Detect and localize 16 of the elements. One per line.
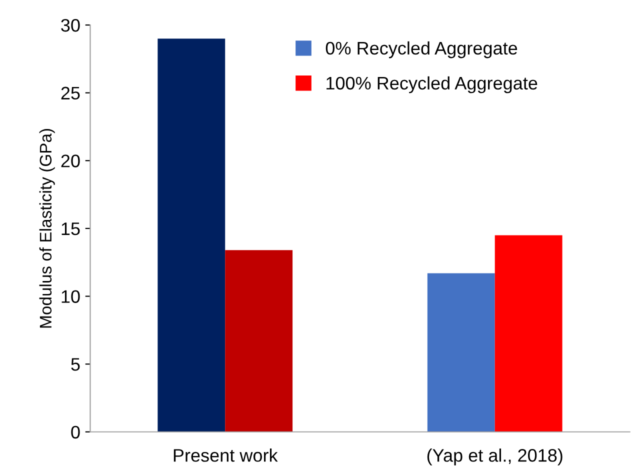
y-tick-label: 25 <box>61 86 80 100</box>
legend-label: 100% Recycled Aggregate <box>326 76 538 94</box>
bar <box>494 235 562 432</box>
bar <box>158 38 226 432</box>
x-tick-label: Present work <box>174 448 278 462</box>
y-tick-label: 5 <box>71 358 80 371</box>
legend-label: 0% Recycled Aggregate <box>326 41 518 58</box>
y-tick-label: 10 <box>62 290 80 303</box>
y-tick-label: 15 <box>62 222 80 236</box>
x-tick-label: (Yap et al., 2018) <box>427 448 562 466</box>
y-tick-label: 20 <box>61 154 80 168</box>
bar <box>427 273 495 432</box>
y-tick-label: 30 <box>61 18 80 32</box>
bar <box>225 250 293 432</box>
y-tick-label: 0 <box>71 426 80 439</box>
y-axis-title: Modulus of Elasticity (GPa) <box>39 128 55 328</box>
